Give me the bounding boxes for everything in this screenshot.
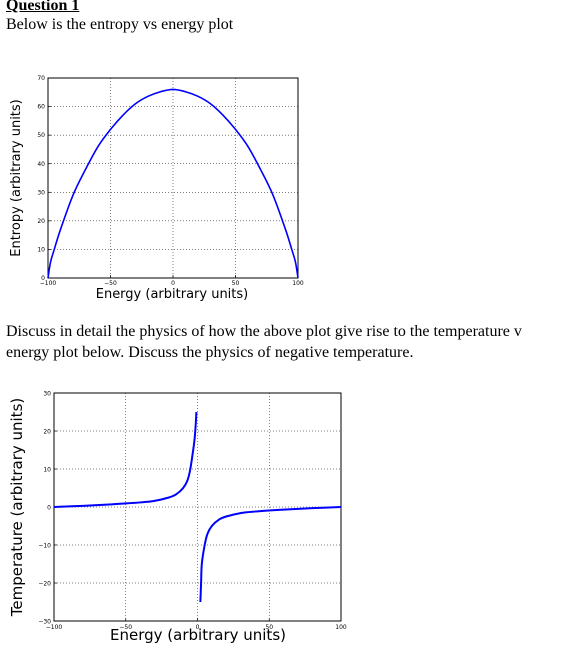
- discussion-line-2: energy plot below. Discuss the physics o…: [6, 344, 414, 361]
- y-tick-label: 20: [37, 218, 45, 225]
- y-tick-label: 30: [43, 390, 51, 397]
- entropy-curve: [47, 88, 299, 279]
- x-tick-label: 50: [265, 624, 273, 631]
- x-axis-label: Energy (arbitrary units): [110, 626, 286, 644]
- y-tick-label: 40: [37, 161, 45, 168]
- question-intro: Below is the entropy vs energy plot: [6, 16, 234, 33]
- discussion-line-1: Discuss in detail the physics of how the…: [6, 323, 522, 340]
- y-tick-label: −20: [38, 580, 51, 587]
- y-tick-label: 70: [37, 75, 45, 82]
- y-axis-label: Temperature (arbitrary units): [8, 398, 26, 617]
- y-tick-label: 0: [47, 504, 51, 511]
- discussion-prompt: Discuss in detail the physics of how the…: [6, 321, 573, 363]
- entropy-vs-energy-chart: −100 −50 0 50 100 0 10 20 30 40 50 60 70 Energy (arb…: [9, 75, 304, 302]
- y-tick-label: 10: [43, 466, 51, 473]
- x-tick-label: −100: [46, 624, 63, 631]
- y-tick-label: 0: [41, 275, 45, 282]
- x-tick-label: −50: [119, 624, 132, 631]
- y-axis-label: Entropy (arbitrary units): [9, 99, 24, 257]
- y-tick-label: 60: [37, 104, 45, 111]
- x-tick-label: 50: [232, 280, 240, 287]
- y-tick-label: 50: [37, 132, 45, 139]
- y-tick-label: 10: [37, 247, 45, 254]
- y-tick-label: 20: [43, 428, 51, 435]
- x-tick-label: 100: [335, 624, 347, 631]
- x-tick-label: 0: [171, 280, 175, 287]
- x-axis-label: Energy (arbitrary units): [96, 287, 249, 302]
- y-tick-label: −30: [38, 618, 51, 625]
- temperature-curve-negative: [199, 506, 342, 603]
- x-tick-label: 0: [196, 624, 200, 631]
- question-heading: Question 1: [6, 0, 80, 14]
- y-tick-label: −10: [38, 542, 51, 549]
- x-tick-label: −50: [104, 280, 117, 287]
- temperature-curve-positive: [53, 411, 198, 508]
- x-tick-label: 100: [292, 280, 304, 287]
- x-tick-label: −100: [40, 280, 57, 287]
- y-tick-label: 30: [37, 189, 45, 196]
